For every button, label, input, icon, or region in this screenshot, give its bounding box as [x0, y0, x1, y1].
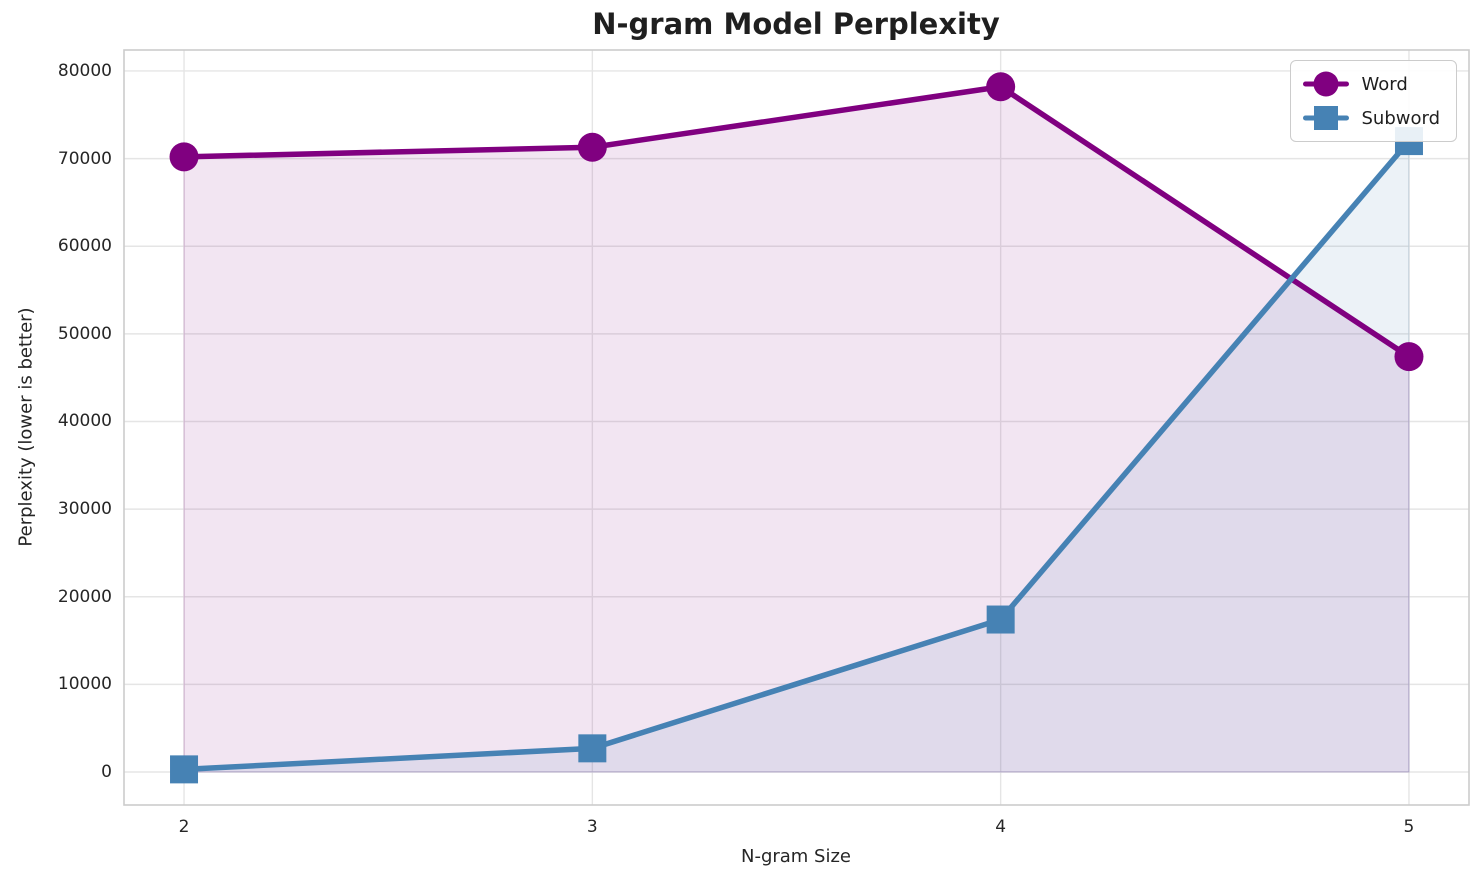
square-marker-icon	[1314, 106, 1339, 130]
subword-square-marker-icon	[1303, 104, 1350, 132]
y-tick-label: 70000	[57, 148, 112, 169]
word-data-point	[1394, 342, 1424, 372]
chart-title: N-gram Model Perplexity	[592, 7, 1000, 41]
legend: Word Subword	[1290, 60, 1457, 142]
legend-label-word: Word	[1361, 73, 1408, 95]
subword-data-point	[578, 734, 607, 763]
y-tick-label: 80000	[57, 60, 112, 81]
x-tick-label: 5	[1403, 817, 1415, 837]
legend-item-word: Word	[1303, 69, 1440, 99]
plot-border	[123, 49, 1470, 806]
word-data-point	[986, 72, 1016, 102]
y-tick-label: 0	[101, 761, 112, 782]
subword-data-point	[986, 605, 1015, 634]
y-tick-label: 20000	[57, 586, 112, 607]
word-data-point	[169, 142, 199, 172]
legend-item-subword: Subword	[1303, 103, 1440, 133]
y-tick-label: 10000	[57, 674, 112, 695]
x-axis-label: N-gram Size	[740, 846, 852, 867]
word-circle-marker-icon	[1303, 70, 1350, 98]
plot-background	[124, 50, 1469, 805]
legend-label-subword: Subword	[1361, 107, 1440, 129]
y-axis-label: Perplexity (lower is better)	[15, 307, 37, 547]
y-tick-label: 30000	[57, 499, 112, 520]
word-line	[181, 84, 1412, 360]
y-tick-label: 50000	[57, 323, 112, 344]
x-tick-label: 2	[178, 817, 190, 837]
subword-line	[181, 138, 1412, 773]
word-data-point	[577, 132, 607, 162]
x-tick-label: 3	[586, 817, 598, 837]
x-tick-label: 4	[995, 817, 1007, 837]
y-tick-label: 60000	[57, 236, 112, 257]
y-tick-label: 40000	[57, 411, 112, 432]
subword-data-point	[170, 755, 199, 784]
circle-marker-icon	[1313, 71, 1339, 97]
